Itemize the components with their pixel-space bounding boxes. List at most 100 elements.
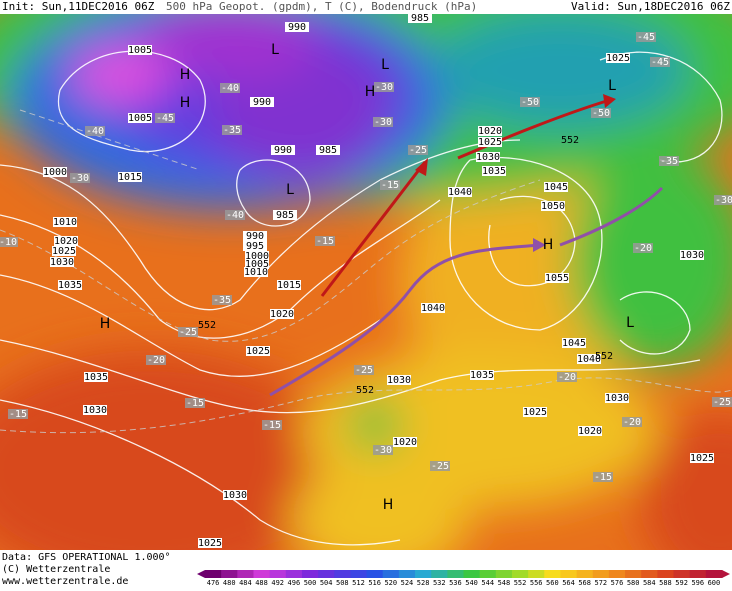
colorbar-swatch bbox=[431, 570, 448, 578]
colorbar-label: 480 bbox=[223, 579, 236, 587]
pressure-label: 1030 bbox=[680, 250, 704, 261]
temperature-label: -20 bbox=[147, 355, 165, 366]
pressure-label-bg bbox=[54, 236, 78, 246]
temperature-label-bg bbox=[0, 237, 18, 247]
product-text: 500 hPa Geopot. (gpdm), T (C), Bodendruc… bbox=[166, 0, 477, 13]
colorbar-label: 576 bbox=[611, 579, 624, 587]
temperature-label: -35 bbox=[223, 125, 241, 136]
colorbar-label: 492 bbox=[271, 579, 284, 587]
temperature-label-bg bbox=[659, 156, 679, 166]
colorbar-swatch bbox=[366, 570, 384, 578]
pressure-label: 1040 bbox=[577, 354, 601, 365]
pressure-label-bg bbox=[58, 280, 82, 290]
colorbar-swatch bbox=[221, 570, 238, 578]
temperature-label: -45 bbox=[156, 113, 174, 124]
temperature-label-bg bbox=[636, 32, 656, 42]
pressure-label-bg bbox=[606, 53, 630, 63]
pressure-label: 1010 bbox=[53, 217, 77, 228]
pressure-label: 990 bbox=[253, 97, 271, 108]
colorbar-label: 536 bbox=[449, 579, 462, 587]
pressure-label: 1015 bbox=[118, 172, 142, 183]
pressure-label-bg bbox=[605, 393, 629, 403]
valid-text: Valid: Sun,18DEC2016 06Z bbox=[571, 0, 730, 13]
pressure-label-bg bbox=[250, 97, 274, 107]
colorbar-swatch bbox=[205, 570, 222, 578]
pressure-label: 1030 bbox=[605, 393, 629, 404]
pressure-label: 1025 bbox=[246, 346, 270, 357]
temperature-label-bg bbox=[373, 117, 393, 127]
height-label: 552 bbox=[356, 385, 374, 396]
temperature-label: -20 bbox=[634, 243, 652, 254]
pressure-label: 1040 bbox=[448, 187, 472, 198]
pressure-label: 1050 bbox=[541, 201, 565, 212]
colorbar-label: 532 bbox=[433, 579, 446, 587]
temperature-label: -15 bbox=[381, 180, 399, 191]
temperature-label: -40 bbox=[86, 126, 104, 137]
colorbar-swatch bbox=[318, 570, 335, 578]
pressure-label: 1005 bbox=[128, 45, 152, 56]
colorbar-label: 556 bbox=[530, 579, 543, 587]
temperature-label: -50 bbox=[592, 108, 610, 119]
pressure-label: 1030 bbox=[387, 375, 411, 386]
pressure-label-bg bbox=[246, 346, 270, 356]
colorbar-right-arrow bbox=[722, 570, 730, 578]
temperature-label: -15 bbox=[316, 236, 334, 247]
temperature-label-bg bbox=[212, 295, 232, 305]
pressure-label-bg bbox=[118, 172, 142, 182]
pressure-label: 1030 bbox=[50, 257, 74, 268]
temperature-label-bg bbox=[315, 236, 335, 246]
pressure-label-bg bbox=[545, 273, 569, 283]
pressure-center: H bbox=[180, 67, 191, 83]
colorbar-swatch bbox=[495, 570, 513, 578]
temperature-label-bg bbox=[70, 173, 90, 183]
pressure-label-bg bbox=[393, 437, 417, 447]
temperature-label-bg bbox=[593, 472, 613, 482]
pressure-label-bg bbox=[271, 145, 295, 155]
colorbar-label: 524 bbox=[401, 579, 414, 587]
temperature-label-bg bbox=[178, 327, 198, 337]
colorbar-label: 548 bbox=[498, 579, 511, 587]
colorbar-swatch bbox=[641, 570, 658, 578]
pressure-label: 1020 bbox=[478, 126, 502, 137]
temperature-label: -15 bbox=[263, 420, 281, 431]
colorbar-label: 484 bbox=[239, 579, 252, 587]
pressure-label-bg bbox=[245, 259, 269, 269]
temperature-label: -25 bbox=[431, 461, 449, 472]
temperature-label: -40 bbox=[221, 83, 239, 94]
footer-copyright: (C) Wetterzentrale bbox=[2, 564, 110, 575]
pressure-center: H bbox=[383, 497, 394, 513]
pressure-center: H bbox=[100, 316, 111, 332]
pressure-label: 1025 bbox=[198, 538, 222, 549]
pressure-label: 1030 bbox=[476, 152, 500, 163]
temperature-label: -30 bbox=[715, 195, 732, 206]
pressure-label-bg bbox=[316, 145, 340, 155]
colorbar-swatch bbox=[544, 570, 561, 578]
colorbar-swatch bbox=[511, 570, 529, 578]
pressure-label: 1025 bbox=[523, 407, 547, 418]
pressure-label-bg bbox=[690, 453, 714, 463]
temperature-label: -20 bbox=[623, 417, 641, 428]
pressure-label: 1025 bbox=[52, 246, 76, 257]
pressure-center: L bbox=[381, 57, 389, 73]
pressure-label-bg bbox=[128, 113, 152, 123]
pressure-label: 995 bbox=[246, 241, 264, 252]
pressure-center: H bbox=[543, 237, 554, 253]
pressure-label-bg bbox=[578, 426, 602, 436]
colorbar-swatch bbox=[705, 570, 723, 578]
temperature-label-bg bbox=[220, 83, 240, 93]
colorbar: 476 480 484 488 492 496 500 504 508 512 516 520 524 5… bbox=[197, 570, 730, 587]
temperature-label: -30 bbox=[374, 117, 392, 128]
height-label: 552 bbox=[561, 135, 579, 146]
colorbar-swatch bbox=[689, 570, 707, 578]
colorbar-swatch bbox=[528, 570, 545, 578]
colorbar-label: 560 bbox=[546, 579, 559, 587]
temperature-label-bg bbox=[633, 243, 653, 253]
colorbar-swatch bbox=[625, 570, 642, 578]
temperature-label-bg bbox=[146, 355, 166, 365]
pressure-label: 1015 bbox=[277, 280, 301, 291]
pressure-center: H bbox=[180, 95, 191, 111]
pressure-center: L bbox=[626, 315, 634, 331]
pressure-label-bg bbox=[562, 338, 586, 348]
